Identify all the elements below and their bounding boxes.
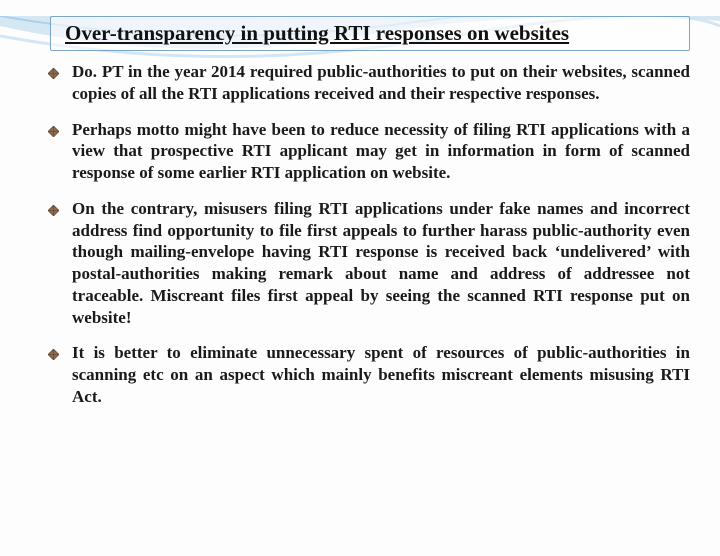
diamond-bullet-icon xyxy=(48,203,62,221)
title-container: Over-transparency in putting RTI respons… xyxy=(50,16,690,51)
diamond-bullet-icon xyxy=(48,66,62,84)
slide-title: Over-transparency in putting RTI respons… xyxy=(65,21,569,45)
diamond-bullet-icon xyxy=(48,124,62,142)
diamond-bullet-icon xyxy=(48,347,62,365)
bullet-text: It is better to eliminate unnecessary sp… xyxy=(72,342,690,407)
bullet-text: Do. PT in the year 2014 required public-… xyxy=(72,61,690,105)
list-item: Perhaps motto might have been to reduce … xyxy=(48,119,690,184)
bullet-text: On the contrary, misusers filing RTI app… xyxy=(72,198,690,329)
list-item: It is better to eliminate unnecessary sp… xyxy=(48,342,690,407)
content-area: Do. PT in the year 2014 required public-… xyxy=(0,61,720,408)
list-item: Do. PT in the year 2014 required public-… xyxy=(48,61,690,105)
bullet-text: Perhaps motto might have been to reduce … xyxy=(72,119,690,184)
list-item: On the contrary, misusers filing RTI app… xyxy=(48,198,690,329)
